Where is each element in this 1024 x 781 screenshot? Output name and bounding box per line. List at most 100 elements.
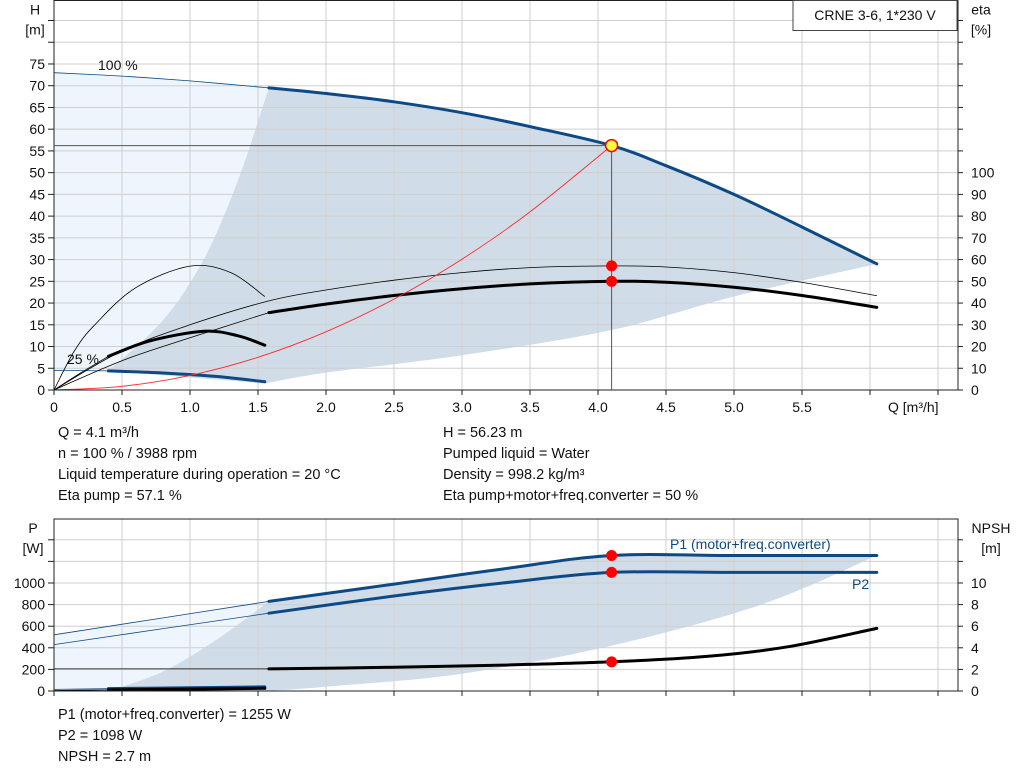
curve-eta-pump-motor-freq-converter (267, 279, 879, 315)
duty-marker-p1 (606, 549, 618, 561)
annotation-100-percent: 100 % (98, 57, 138, 73)
y2-tick-label: 4 (971, 640, 979, 656)
duty-marker-p2 (606, 566, 618, 578)
curve-eta-pump-25--extended (53, 264, 266, 391)
y2-tick-label: 6 (971, 618, 979, 634)
duty-marker-eta-pump (606, 260, 618, 272)
x-tick-label: 2.0 (316, 399, 336, 415)
curve-p2-extended (53, 612, 269, 645)
curve-eta-total-25- (106, 329, 267, 358)
x-tick-label: 1.0 (180, 399, 200, 415)
duty-info-right: H = 56.23 m Pumped liquid = Water Densit… (443, 423, 698, 507)
x-tick-label: 5.0 (724, 399, 744, 415)
y2-axis-unit: [%] (971, 22, 991, 38)
y-tick-label: 20 (29, 295, 45, 311)
y2-tick-label: 8 (971, 597, 979, 613)
y-tick-label: 60 (29, 121, 45, 137)
y2-axis-unit: [m] (981, 540, 1000, 556)
curve-h-100--extended (53, 72, 269, 89)
curve-p1-25--extended (53, 688, 109, 690)
info-temperature: Liquid temperature during operation = 20… (58, 467, 341, 483)
y-tick-label: 0 (37, 683, 45, 699)
y-tick-label: 15 (29, 317, 45, 333)
y-tick-label: 65 (29, 99, 45, 115)
power-info: P1 (motor+freq.converter) = 1255 W P2 = … (58, 705, 291, 768)
info-density: Density = 998.2 kg/m³ (443, 467, 585, 483)
y-tick-label: 400 (22, 640, 46, 656)
legend-p1: P1 (motor+freq.converter) (670, 536, 831, 552)
chart-title: CRNE 3-6, 1*230 V (814, 7, 936, 23)
y-tick-label: 600 (22, 618, 46, 634)
y-tick-label: 200 (22, 661, 46, 677)
legend-p2: P2 (852, 576, 869, 592)
title-box (792, 0, 958, 31)
info-head: H = 56.23 m (443, 425, 523, 441)
curve-h-25--extended (53, 370, 109, 372)
duty-marker-eta-total (606, 275, 618, 287)
y-tick-label: 45 (29, 186, 45, 202)
y-axis-unit: [W] (23, 540, 44, 556)
duty-point-marker (604, 138, 619, 153)
power-npsh-chart: 0 200 400 600 800 1000 0 2 4 6 8 10 P [W] NPSH [m] P1 (m… (14, 518, 1011, 699)
info-eta-total: Eta pump+motor+freq.converter = 50 % (443, 488, 699, 504)
y-tick-label: 1000 (14, 575, 45, 591)
y2-tick-label: 30 (971, 317, 987, 333)
y2-tick-label: 80 (971, 208, 987, 224)
y-tick-label: 70 (29, 78, 45, 94)
y2-tick-label: 10 (971, 360, 987, 376)
annotation-25-percent: 25 % (67, 351, 99, 367)
x-axis-title: Q [m³/h] (888, 399, 939, 415)
curve-system-curve-extended (53, 145, 612, 391)
y-tick-label: 0 (37, 382, 45, 398)
y2-tick-label: 70 (971, 230, 987, 246)
y-tick-label: 800 (22, 597, 46, 613)
y-axis-title: P (28, 520, 37, 536)
y2-tick-label: 20 (971, 339, 987, 355)
y2-tick-label: 10 (971, 575, 987, 591)
curve-p1-motor-freq-converter- (267, 552, 879, 603)
x-tick-label: 0.5 (112, 399, 132, 415)
x-tick-label: 0 (50, 399, 58, 415)
y-tick-label: 35 (29, 230, 45, 246)
curve-p2-25--extended (53, 689, 109, 691)
curve-eta-total-25--extended (53, 355, 109, 391)
curve-npsh (267, 626, 879, 671)
operating-range-area (108, 554, 877, 691)
x-tick-label: 1.5 (248, 399, 268, 415)
y-tick-label: 50 (29, 165, 45, 181)
y-tick-label: 30 (29, 252, 45, 268)
curve-eta-pump-motor-freq-converter-extended (53, 312, 270, 391)
y2-axis-title: eta (971, 2, 991, 18)
x-tick-label: 5.5 (792, 399, 812, 415)
curve-h-25- (106, 369, 267, 384)
y2-tick-label: 0 (971, 683, 979, 699)
curve-eta-pump-extended (53, 265, 877, 391)
y-axis-unit: [m] (25, 22, 44, 38)
info-liquid: Pumped liquid = Water (443, 446, 590, 462)
y-axis-title: H (30, 2, 40, 18)
x-tick-label: 4.0 (588, 399, 608, 415)
x-tick-label: 3.5 (520, 399, 540, 415)
curve-h-100- (267, 86, 879, 266)
head-efficiency-chart: 0 5 10 15 20 25 30 35 40 45 50 55 60 65 70 75 0 10 20 30 40 5… (25, 0, 995, 415)
y-tick-label: 75 (29, 56, 45, 72)
y2-tick-label: 100 (971, 165, 995, 181)
plot-frame (53, 0, 959, 391)
y2-tick-label: 60 (971, 252, 987, 268)
info-p1: P1 (motor+freq.converter) = 1255 W (58, 707, 291, 723)
y-tick-label: 40 (29, 208, 45, 224)
y-tick-label: 5 (37, 360, 45, 376)
y-tick-label: 55 (29, 143, 45, 159)
curve-p2 (267, 570, 879, 615)
curve-p1-motor-freq-converter--extended (53, 601, 269, 636)
y2-axis-title: NPSH (972, 520, 1011, 536)
x-tick-label: 2.5 (384, 399, 404, 415)
y2-tick-label: 0 (971, 382, 979, 398)
info-eta-pump: Eta pump = 57.1 % (58, 488, 182, 504)
info-npsh: NPSH = 2.7 m (58, 749, 152, 765)
y2-tick-label: 2 (971, 661, 979, 677)
duty-info-left: Q = 4.1 m³/h n = 100 % / 3988 rpm Liquid… (58, 423, 341, 507)
curve-p2-25- (106, 686, 267, 692)
y2-tick-label: 40 (971, 295, 987, 311)
